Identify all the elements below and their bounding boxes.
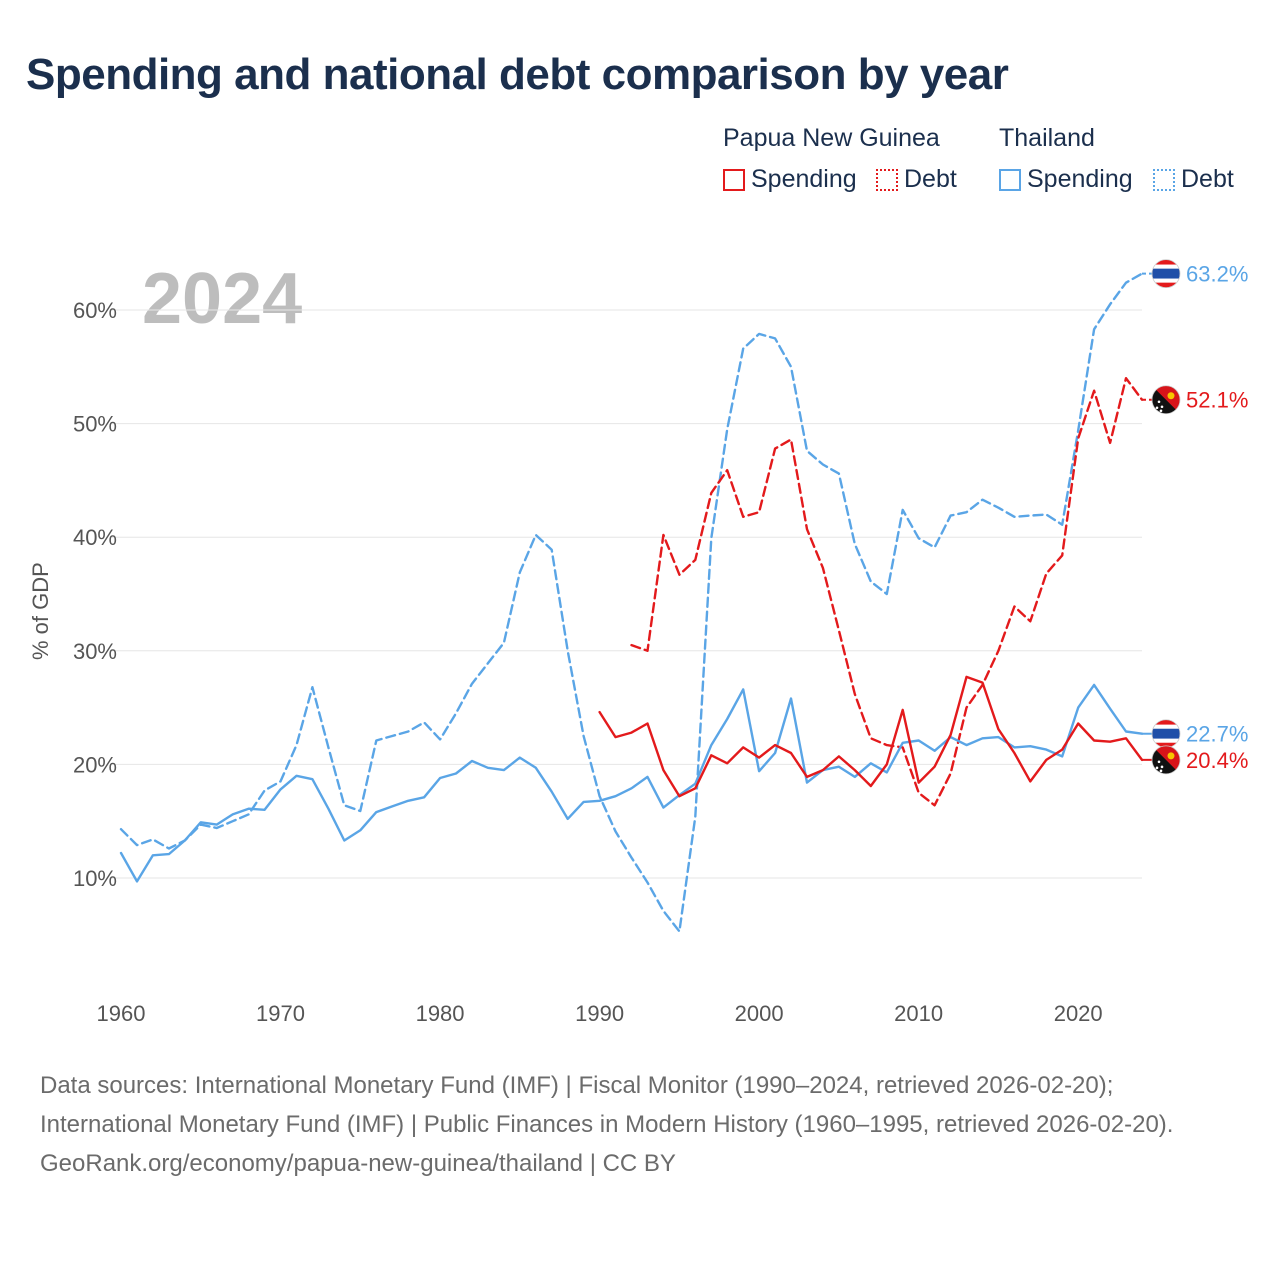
- grid-layer: [112, 309, 1142, 879]
- papua-new-guinea-flag-icon: [1151, 745, 1181, 775]
- thailand-flag-icon: [1151, 719, 1181, 749]
- y-tick-label-60: 60%: [73, 298, 117, 323]
- y-tick-label-30: 30%: [73, 639, 117, 664]
- x-tick-label-2020: 2020: [1054, 1001, 1103, 1026]
- y-axis-label: % of GDP: [28, 562, 53, 660]
- legend-title-thailand: Thailand: [999, 124, 1095, 152]
- end-value-label-papua-new-guinea-spending: 20.4%: [1186, 748, 1248, 773]
- legend-label: Debt: [904, 165, 957, 193]
- legend-title-papua-new-guinea: Papua New Guinea: [723, 124, 940, 152]
- legend-label: Spending: [1027, 165, 1133, 193]
- thailand-flag-icon: [1151, 259, 1181, 289]
- year-watermark: 2024: [142, 259, 303, 339]
- legend-item-png-spending[interactable]: Spending: [723, 165, 857, 194]
- x-tick-label-1990: 1990: [575, 1001, 624, 1026]
- legend-swatch-solid-icon: [723, 168, 745, 191]
- page-title: Spending and national debt comparison by…: [26, 50, 1009, 99]
- credit-link[interactable]: GeoRank.org/economy/papua-new-guinea/tha…: [40, 1150, 676, 1177]
- end-value-label-thailand-debt: 63.2%: [1186, 262, 1248, 287]
- series-line-papua-new-guinea-debt: [630, 377, 1144, 807]
- y-tick-label-10: 10%: [73, 866, 117, 891]
- x-tick-label-2010: 2010: [894, 1001, 943, 1026]
- y-tick-label-40: 40%: [73, 525, 117, 550]
- series-line-thailand-spending: [119, 683, 1144, 883]
- series-layer: [119, 272, 1144, 933]
- legend-item-png-debt[interactable]: Debt: [876, 165, 957, 194]
- legend-swatch-dotted-icon: [876, 168, 898, 191]
- end-label-layer: 63.2% 52.1% 22.7%20.4%: [1142, 259, 1248, 775]
- line-chart: 10% 20% 30% 40% 50% 60% 1960 1970 1980 1990 2000 20…: [73, 259, 1248, 1026]
- papua-new-guinea-flag-icon: [1151, 385, 1181, 415]
- x-tick-label-1980: 1980: [416, 1001, 465, 1026]
- legend-item-thailand-debt[interactable]: Debt: [1153, 165, 1234, 194]
- legend-label: Debt: [1181, 165, 1234, 193]
- series-line-thailand-debt: [119, 272, 1144, 933]
- axis-layer: 10% 20% 30% 40% 50% 60% 1960 1970 1980 1990 2000 20…: [73, 298, 1103, 1026]
- legend-item-thailand-spending[interactable]: Spending: [999, 165, 1133, 194]
- x-tick-label-1970: 1970: [256, 1001, 305, 1026]
- legend-swatch-solid-icon: [999, 168, 1021, 191]
- footer: Data sources: International Monetary Fun…: [40, 1066, 1240, 1183]
- x-tick-label-1960: 1960: [97, 1001, 146, 1026]
- end-value-label-thailand-spending: 22.7%: [1186, 722, 1248, 747]
- end-value-label-papua-new-guinea-debt: 52.1%: [1186, 388, 1248, 413]
- series-line-papua-new-guinea-spending: [598, 675, 1144, 798]
- x-tick-label-2000: 2000: [735, 1001, 784, 1026]
- y-tick-label-50: 50%: [73, 412, 117, 437]
- y-tick-label-20: 20%: [73, 752, 117, 777]
- data-sources-text: Data sources: International Monetary Fun…: [40, 1072, 1174, 1138]
- legend-swatch-dotted-icon: [1153, 168, 1175, 191]
- legend-label: Spending: [751, 165, 857, 193]
